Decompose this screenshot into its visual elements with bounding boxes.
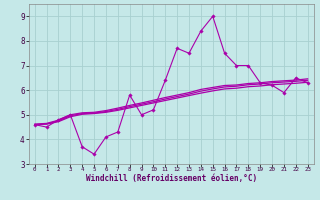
X-axis label: Windchill (Refroidissement éolien,°C): Windchill (Refroidissement éolien,°C): [86, 174, 257, 183]
